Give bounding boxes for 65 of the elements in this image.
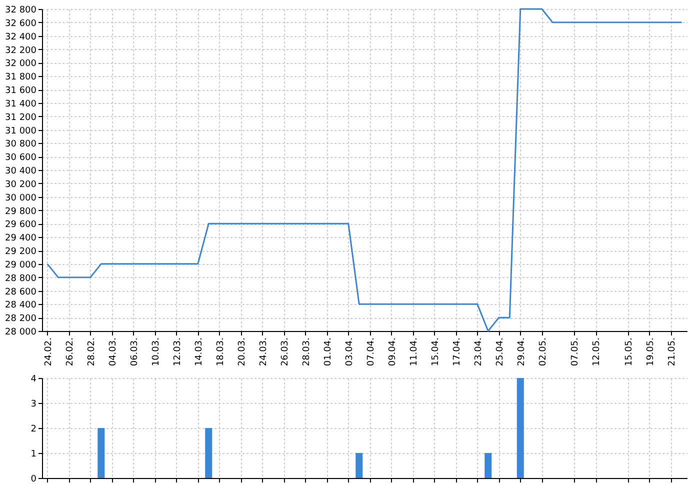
x-tick-label: 04.03. xyxy=(108,338,118,366)
y-tick-label: 31 800 xyxy=(5,72,37,83)
y-tick-label: 31 000 xyxy=(5,126,37,136)
y-tick-label: 30 000 xyxy=(5,193,37,204)
line-series xyxy=(46,8,682,332)
y-tick-label: 30 600 xyxy=(5,153,37,164)
y-tick-label: 29 200 xyxy=(5,247,37,257)
y-tick-label: 1 xyxy=(30,450,36,460)
y-tick-label: 4 xyxy=(30,374,37,384)
y-tick-label: 31 200 xyxy=(5,112,37,123)
y-tick-label: 31 400 xyxy=(5,99,37,110)
y-tick-label: 29 400 xyxy=(5,234,37,244)
y-tick-label: 29 600 xyxy=(5,220,37,230)
y-tick-label: 29 000 xyxy=(5,260,37,270)
y-tick-label: 28 200 xyxy=(5,314,37,324)
x-tick-label: 14.03. xyxy=(194,338,204,366)
x-tick-label: 18.03. xyxy=(216,338,226,366)
x-tick-label: 28.03. xyxy=(302,338,312,366)
bar xyxy=(205,428,212,478)
x-tick-label: 26.02. xyxy=(65,338,76,366)
y-tick-label: 28 600 xyxy=(5,287,37,298)
x-tick-label: 07.05. xyxy=(570,338,581,366)
y-tick-label: 28 800 xyxy=(5,274,37,284)
x-tick-label: 15.05. xyxy=(624,338,634,366)
x-tick-label: 26.03. xyxy=(280,338,290,366)
x-tick-label: 15.04. xyxy=(430,338,441,366)
x-tick-label: 03.04. xyxy=(344,338,355,366)
x-tick-label: 25.04. xyxy=(495,338,506,366)
x-tick-label: 07.04. xyxy=(366,338,376,366)
y-tick-label: 0 xyxy=(30,474,37,484)
bar xyxy=(484,453,492,478)
y-tick-label: 28 000 xyxy=(5,328,37,338)
x-tick-label: 17.04. xyxy=(452,338,462,366)
y-tick-label: 30 400 xyxy=(5,166,37,176)
x-tick-label: 29.04. xyxy=(516,338,527,366)
x-tick-label: 02.05. xyxy=(538,338,548,366)
bar xyxy=(516,378,524,478)
x-tick-label: 28.02. xyxy=(86,338,97,366)
bar xyxy=(98,428,105,478)
x-tick-label: 24.02. xyxy=(44,338,54,366)
x-tick-label: 06.03. xyxy=(130,338,140,366)
y-tick-label: 2 xyxy=(30,424,36,434)
y-tick-label: 31 600 xyxy=(5,86,37,96)
bar xyxy=(356,453,363,478)
x-tick-label: 01.04. xyxy=(323,338,334,366)
x-tick-label: 19.05. xyxy=(646,338,656,366)
x-tick-label: 10.03. xyxy=(151,338,162,366)
x-tick-label: 23.04. xyxy=(474,338,484,366)
x-tick-label: 24.03. xyxy=(258,338,269,366)
y-tick-label: 30 200 xyxy=(5,180,37,190)
x-tick-label: 21.05. xyxy=(667,338,678,366)
x-tick-label: 11.04. xyxy=(409,338,420,366)
x-tick-label: 20.03. xyxy=(237,338,248,366)
y-tick-label: 3 xyxy=(30,400,36,410)
y-tick-label: 32 200 xyxy=(5,46,37,56)
x-tick-label: 09.04. xyxy=(388,338,398,366)
y-tick-label: 32 000 xyxy=(5,59,37,70)
y-tick-label: 32 600 xyxy=(5,18,37,29)
y-tick-label: 32 400 xyxy=(5,32,37,42)
y-tick-label: 32 800 xyxy=(5,6,37,16)
y-tick-label: 30 800 xyxy=(5,140,37,150)
x-tick-label: 12.05. xyxy=(592,338,602,366)
y-tick-label: 29 800 xyxy=(5,206,37,217)
y-tick-label: 28 400 xyxy=(5,300,37,311)
x-tick-label: 12.03. xyxy=(172,338,183,366)
